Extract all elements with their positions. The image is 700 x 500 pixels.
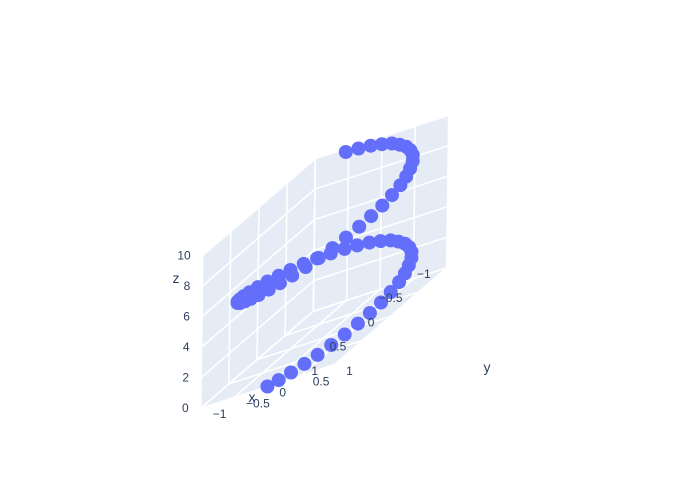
grid-y-line [333,267,448,366]
data-point[interactable] [362,306,377,320]
data-point[interactable] [325,241,340,256]
data-point[interactable] [352,219,367,234]
grid-x-line [199,255,204,409]
data-point[interactable] [373,234,388,249]
data-point[interactable] [364,209,379,224]
x-tick-label: 0 [368,315,375,329]
z-axis-title: z [173,270,180,286]
data-point[interactable] [385,188,399,203]
z-tick-label: 4 [183,340,190,354]
z-tick-label: 10 [177,249,191,263]
grid-x-line [284,182,288,336]
data-point[interactable] [375,198,390,213]
data-point[interactable] [339,230,353,245]
data-point[interactable] [362,235,377,250]
grid-y-line [445,115,450,268]
gridlines [199,114,450,409]
z-tick-label: 2 [182,371,189,385]
data-point[interactable] [337,327,352,342]
grid-y-line [379,136,383,290]
data-point[interactable] [350,238,365,253]
x-tick-label: −1 [417,267,431,281]
y-tick-label: −1 [213,407,227,421]
x-tick-label: 1 [311,364,318,378]
grid-y-line [345,147,350,301]
data-point[interactable] [383,285,398,299]
y-tick-label: −0.5 [246,396,270,410]
grid-y-line [312,158,317,312]
z-tick-label: 6 [183,310,190,324]
y-tick-label: 0.5 [313,375,330,389]
data-point[interactable] [285,268,300,283]
data-point[interactable] [338,145,353,159]
data-point[interactable] [351,141,366,156]
data-point[interactable] [350,316,365,331]
y-tick-label: 0 [279,386,286,400]
data-point[interactable] [271,373,286,388]
data-point[interactable] [261,282,276,297]
x-axis-title: x [249,389,256,405]
data-point[interactable] [284,365,298,380]
x-tick-label: 0.5 [330,340,347,354]
data-point[interactable] [311,251,326,265]
grid-x-line [228,231,232,384]
data-point[interactable] [374,137,389,152]
grid-y-line [200,310,314,409]
grid-y-line [233,299,348,398]
data-point[interactable] [260,379,275,394]
data-point[interactable] [272,276,287,291]
data-point[interactable] [324,338,339,352]
data-point[interactable] [363,138,378,153]
data-point[interactable] [392,275,407,290]
y-axis-title: y [484,359,491,375]
marker-series[interactable] [230,136,420,394]
y-tick-label: 1 [346,364,353,378]
data-point[interactable] [374,295,388,310]
data-point[interactable] [337,241,352,256]
z-tick-label: 8 [184,279,191,293]
data-point[interactable] [310,347,325,362]
x-tick-label: −0.5 [379,291,403,305]
data-point[interactable] [393,178,408,193]
data-point[interactable] [298,260,313,274]
z-tick-label: 0 [182,401,189,415]
data-point[interactable] [297,356,312,371]
